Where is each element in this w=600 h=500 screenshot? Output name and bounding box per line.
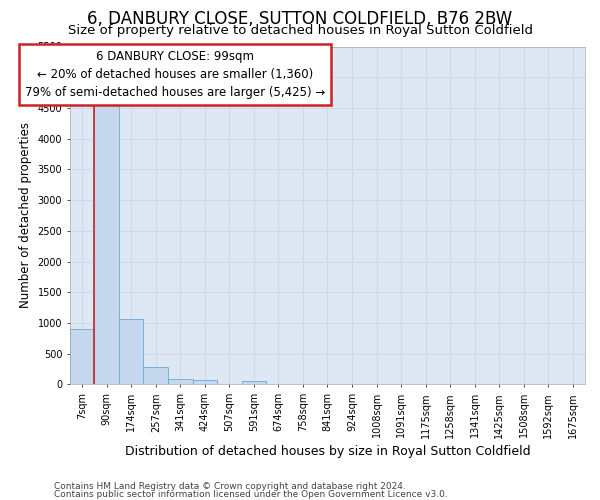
Bar bbox=[193, 380, 217, 384]
Bar bbox=[94, 104, 119, 384]
Bar bbox=[168, 379, 193, 384]
Text: Contains HM Land Registry data © Crown copyright and database right 2024.: Contains HM Land Registry data © Crown c… bbox=[54, 482, 406, 491]
Bar bbox=[70, 329, 94, 384]
X-axis label: Distribution of detached houses by size in Royal Sutton Coldfield: Distribution of detached houses by size … bbox=[125, 444, 530, 458]
Text: Contains public sector information licensed under the Open Government Licence v3: Contains public sector information licen… bbox=[54, 490, 448, 499]
Bar bbox=[119, 318, 143, 384]
Bar bbox=[143, 367, 168, 384]
Text: 6, DANBURY CLOSE, SUTTON COLDFIELD, B76 2BW: 6, DANBURY CLOSE, SUTTON COLDFIELD, B76 … bbox=[88, 10, 512, 28]
Y-axis label: Number of detached properties: Number of detached properties bbox=[19, 122, 32, 308]
Text: Size of property relative to detached houses in Royal Sutton Coldfield: Size of property relative to detached ho… bbox=[67, 24, 533, 37]
Text: 6 DANBURY CLOSE: 99sqm
← 20% of detached houses are smaller (1,360)
79% of semi-: 6 DANBURY CLOSE: 99sqm ← 20% of detached… bbox=[25, 50, 326, 98]
Bar bbox=[242, 380, 266, 384]
